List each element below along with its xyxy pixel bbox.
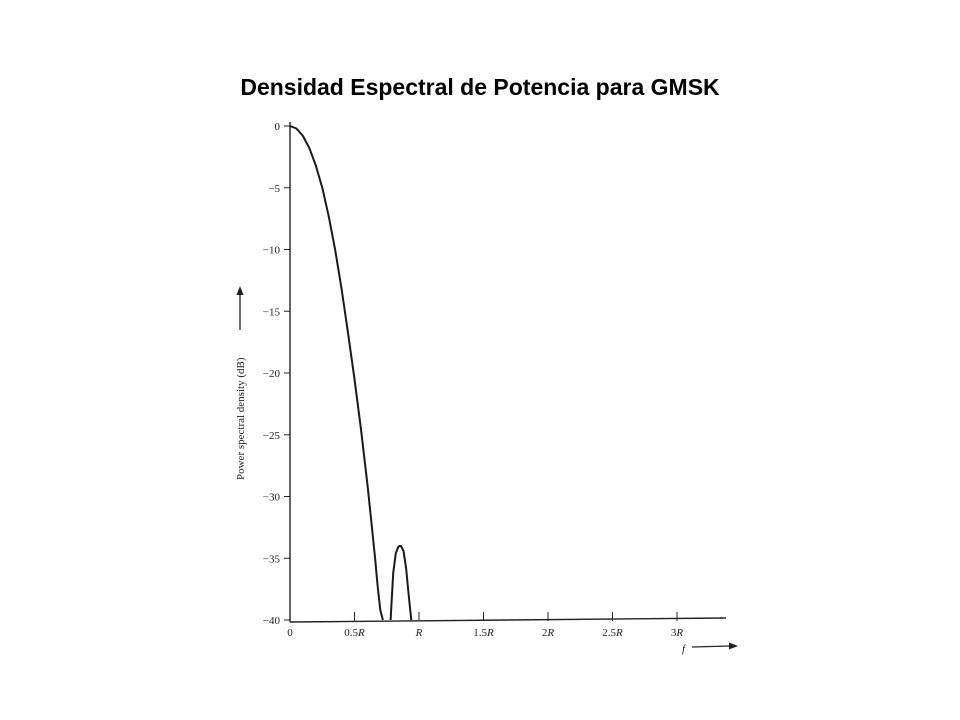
y-tick-label: −10 <box>263 245 281 257</box>
x-tick-symbol: R <box>486 627 494 639</box>
x-axis-arrow-icon <box>691 642 738 650</box>
x-axis: 0 0.5R R 1.5R 2R 2.5R 3R <box>287 612 727 639</box>
y-axis: 0 −5 −10 −15 −20 −25 −30 −35 −40 <box>263 121 291 627</box>
x-tick-label: R <box>415 627 423 639</box>
series-layer <box>289 125 413 621</box>
x-tick-label: 2R <box>542 627 555 639</box>
series-line-1 <box>389 544 413 621</box>
x-axis-label: f <box>682 643 687 655</box>
y-tick-label: −35 <box>263 553 281 565</box>
y-tick-label: −25 <box>263 430 281 442</box>
y-ticks: 0 −5 −10 −15 −20 −25 −30 −35 −40 <box>263 121 290 627</box>
y-tick-label: 0 <box>275 121 281 133</box>
x-tick-symbol: R <box>675 627 683 639</box>
x-tick-number: 0.5 <box>344 627 358 639</box>
y-tick-label: −20 <box>263 368 281 380</box>
x-tick-number: 2.5 <box>602 627 616 639</box>
x-axis-label-group: f <box>682 642 738 655</box>
y-axis-label-group: Power spectral density (dB) <box>235 286 247 480</box>
x-tick-label: 0 <box>287 627 293 639</box>
series-line-0 <box>289 125 384 621</box>
x-tick-label: 0.5R <box>344 627 365 639</box>
x-tick-label: 2.5R <box>602 627 623 639</box>
x-tick-symbol: R <box>415 627 423 639</box>
y-axis-arrow-icon <box>236 286 244 330</box>
x-tick-symbol: R <box>546 627 554 639</box>
y-tick-label: −15 <box>263 306 281 318</box>
x-tick-number: 0 <box>287 627 293 639</box>
slide-title: Densidad Espectral de Potencia para GMSK <box>240 74 720 100</box>
y-tick-label: −30 <box>263 492 281 504</box>
x-tick-number: 3 <box>671 627 677 639</box>
x-tick-number: 1.5 <box>473 627 487 639</box>
x-ticks: 0 0.5R R 1.5R 2R 2.5R 3R <box>287 612 683 639</box>
x-tick-symbol: R <box>615 627 623 639</box>
x-tick-symbol: R <box>357 627 365 639</box>
x-tick-label: 3R <box>671 627 684 639</box>
x-axis-line <box>289 617 727 623</box>
y-axis-label: Power spectral density (dB) <box>235 357 247 480</box>
y-tick-label: −5 <box>268 183 280 195</box>
y-tick-label: −40 <box>263 615 281 627</box>
x-tick-label: 1.5R <box>473 627 494 639</box>
x-tick-number: 2 <box>542 627 548 639</box>
